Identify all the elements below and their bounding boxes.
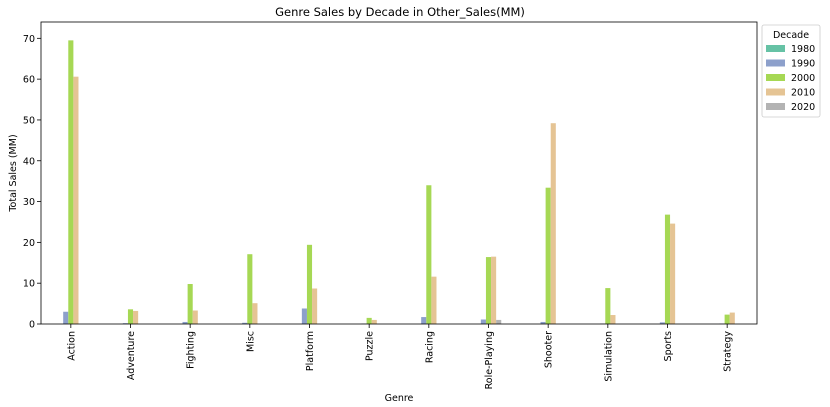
x-axis: Action Adventure Fighting Misc Platform Puzzl… bbox=[66, 324, 734, 389]
legend-swatch-2010 bbox=[766, 88, 785, 96]
legend-swatch-2020 bbox=[766, 103, 785, 110]
bar-2000-puzzle bbox=[366, 317, 372, 324]
bar-2000-strategy bbox=[724, 314, 730, 324]
y-tick-label: 0 bbox=[29, 320, 35, 331]
bar-2000-simulation bbox=[605, 288, 611, 324]
bar-2010-simulation bbox=[610, 315, 616, 324]
legend-label-1980: 1980 bbox=[791, 44, 815, 55]
bar-2000-platform bbox=[306, 244, 313, 324]
x-tick-label: Shooter bbox=[544, 331, 555, 368]
legend-label-2010: 2010 bbox=[791, 88, 815, 99]
bar-1990-racing bbox=[421, 317, 427, 324]
bar-2010-puzzle bbox=[371, 319, 377, 324]
y-tick-label: 30 bbox=[23, 197, 35, 208]
legend-swatch-1990 bbox=[766, 59, 785, 67]
x-tick-label: Platform bbox=[305, 331, 316, 371]
bars-layer bbox=[63, 40, 735, 324]
bar-1990-adventure bbox=[122, 323, 128, 324]
bar-2000-misc bbox=[247, 254, 253, 324]
bar-1990-fighting bbox=[182, 321, 188, 324]
bar-2010-racing bbox=[431, 276, 437, 324]
x-tick-label: Sports bbox=[663, 331, 674, 362]
bar-2000-fighting bbox=[187, 284, 193, 324]
y-tick-label: 40 bbox=[23, 156, 35, 167]
y-tick-label: 60 bbox=[23, 75, 35, 86]
bar-1990-misc bbox=[242, 322, 248, 324]
bar-1990-role-playing bbox=[480, 319, 486, 324]
bar-2010-strategy bbox=[729, 312, 735, 324]
bar-1990-sports bbox=[659, 322, 665, 324]
bar-2000-shooter bbox=[545, 187, 551, 324]
y-tick-label: 10 bbox=[23, 279, 35, 290]
y-axis-label: Total Sales (MM) bbox=[8, 134, 19, 212]
legend-swatch-2000 bbox=[766, 74, 785, 81]
x-tick-label: Misc bbox=[245, 331, 256, 352]
x-tick-label: Fighting bbox=[186, 331, 197, 369]
bar-2020-role-playing bbox=[496, 319, 502, 324]
legend-swatch-1980 bbox=[766, 45, 785, 52]
bar-1990-shooter bbox=[540, 321, 546, 324]
bar-2000-racing bbox=[426, 185, 432, 324]
bar-1990-action bbox=[63, 311, 69, 324]
x-tick-label: Simulation bbox=[603, 331, 614, 382]
bar-2010-misc bbox=[252, 303, 258, 324]
x-tick-label: Adventure bbox=[126, 331, 137, 380]
bar-2010-action bbox=[73, 76, 79, 324]
legend-label-2020: 2020 bbox=[791, 102, 815, 113]
bar-2010-adventure bbox=[133, 310, 139, 324]
bar-2010-fighting bbox=[192, 310, 198, 324]
bar-2010-shooter bbox=[550, 123, 556, 324]
bar-2000-action bbox=[68, 40, 74, 324]
x-tick-label: Puzzle bbox=[365, 331, 376, 361]
y-tick-label: 20 bbox=[23, 238, 35, 249]
x-tick-label: Strategy bbox=[723, 331, 734, 372]
bar-2000-role-playing bbox=[485, 257, 492, 324]
chart-title: Genre Sales by Decade in Other_Sales(MM) bbox=[275, 5, 525, 19]
bar-2010-role-playing bbox=[491, 256, 497, 324]
y-tick-label: 50 bbox=[23, 115, 35, 126]
plot-frame bbox=[40, 21, 758, 325]
x-tick-label: Action bbox=[66, 331, 77, 361]
y-axis: 0 10 20 30 40 50 60 70 bbox=[23, 34, 41, 331]
bar-1990-platform bbox=[301, 308, 307, 324]
legend-title: Decade bbox=[773, 30, 809, 41]
bar-2010-sports bbox=[670, 223, 676, 324]
legend-label-1990: 1990 bbox=[791, 59, 815, 70]
bar-2000-sports bbox=[664, 214, 671, 324]
legend: Decade 1980 1990 2000 2010 2020 bbox=[761, 24, 821, 118]
x-tick-label: Racing bbox=[424, 331, 435, 363]
x-axis-label: Genre bbox=[385, 393, 414, 404]
bar-2010-platform bbox=[312, 288, 318, 324]
legend-label-2000: 2000 bbox=[791, 73, 815, 84]
bar-2000-adventure bbox=[127, 309, 134, 324]
y-tick-label: 70 bbox=[23, 34, 35, 45]
x-tick-label: Role-Playing bbox=[484, 331, 495, 389]
